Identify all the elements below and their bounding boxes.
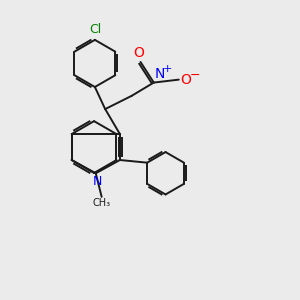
Text: −: − [190,69,200,82]
Text: N: N [154,67,165,81]
Text: Cl: Cl [89,23,101,36]
Text: CH₃: CH₃ [93,198,111,208]
Text: N: N [92,175,102,188]
Text: O: O [180,73,191,87]
Text: O: O [134,46,145,60]
Text: +: + [163,64,172,74]
